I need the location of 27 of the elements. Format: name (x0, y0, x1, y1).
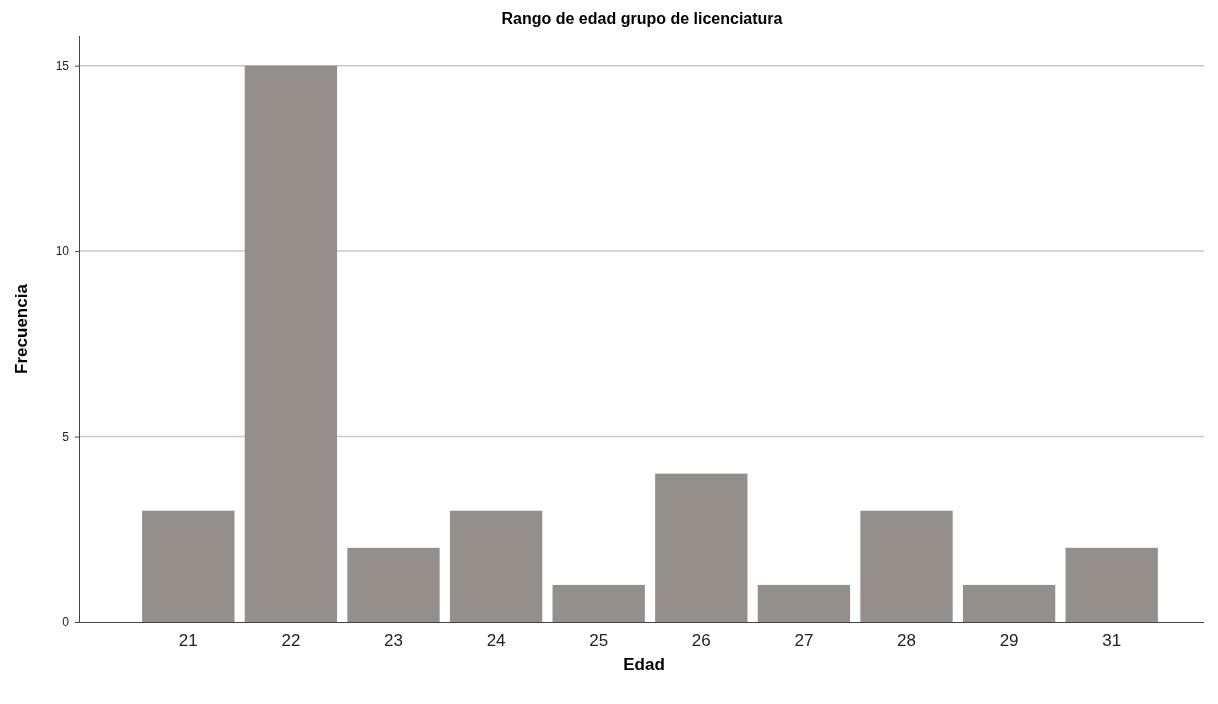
bar (962, 584, 1056, 622)
y-axis-title: Frecuencia (12, 283, 31, 374)
bar (142, 510, 235, 622)
bar (860, 510, 953, 622)
bar (1065, 547, 1158, 622)
y-tick-label: 5 (62, 429, 70, 444)
y-tick-label: 0 (62, 615, 70, 630)
x-tick-label: 29 (999, 631, 1019, 651)
y-tick-label: 15 (55, 59, 70, 74)
chart-title: Rango de edad grupo de licenciatura (501, 10, 783, 27)
x-tick-label: 21 (178, 631, 198, 651)
x-tick-label: 22 (281, 631, 301, 651)
bar (655, 473, 748, 622)
bar (347, 547, 440, 622)
y-tick-label: 10 (55, 244, 70, 259)
x-tick-label: 31 (1102, 631, 1122, 651)
x-axis-title: Edad (623, 655, 665, 674)
x-tick-label: 23 (384, 631, 403, 651)
x-tick-label: 27 (794, 631, 814, 651)
x-tick-label: 25 (589, 631, 609, 651)
x-tick-label: 26 (691, 631, 711, 651)
x-tick-label: 24 (486, 631, 506, 651)
bar (449, 510, 543, 622)
bar (552, 584, 645, 622)
bar (757, 584, 851, 622)
bar (244, 65, 338, 622)
x-tick-label: 28 (897, 631, 916, 651)
